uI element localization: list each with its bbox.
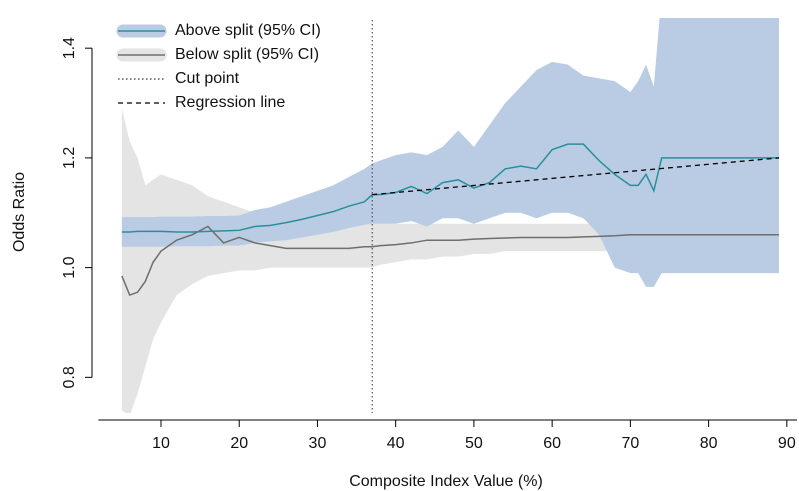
legend: Above split (95% CI) Below split (95% CI)… bbox=[116, 22, 321, 111]
x-tick-label: 10 bbox=[152, 435, 170, 452]
legend-label: Above split (95% CI) bbox=[175, 22, 321, 39]
y-tick-label: 1.0 bbox=[61, 256, 78, 278]
legend-label: Cut point bbox=[175, 70, 240, 87]
y-tick-label: 0.8 bbox=[61, 366, 78, 388]
y-tick-label: 1.2 bbox=[61, 147, 78, 169]
legend-label: Regression line bbox=[175, 94, 285, 111]
plot-area bbox=[121, 18, 780, 413]
axes: 0.8 1.0 1.2 1.4 10 20 30 40 50 60 70 80 90 bbox=[61, 37, 797, 452]
series-line bbox=[121, 143, 780, 233]
x-tick-label: 40 bbox=[387, 435, 405, 452]
y-tick-label: 1.4 bbox=[61, 37, 78, 59]
x-tick-label: 50 bbox=[465, 435, 483, 452]
x-tick-label: 80 bbox=[700, 435, 718, 452]
legend-label: Below split (95% CI) bbox=[175, 46, 319, 63]
x-tick-label: 70 bbox=[621, 435, 639, 452]
ci-band bbox=[121, 18, 780, 287]
series-line bbox=[121, 225, 780, 296]
ci-band bbox=[121, 108, 780, 413]
x-tick-label: 20 bbox=[230, 435, 248, 452]
x-tick-label: 30 bbox=[309, 435, 327, 452]
x-tick-label: 60 bbox=[543, 435, 561, 452]
y-axis-label: Odds Ratio bbox=[11, 172, 28, 252]
x-tick-label: 90 bbox=[778, 435, 796, 452]
x-axis-label: Composite Index Value (%) bbox=[349, 473, 543, 490]
